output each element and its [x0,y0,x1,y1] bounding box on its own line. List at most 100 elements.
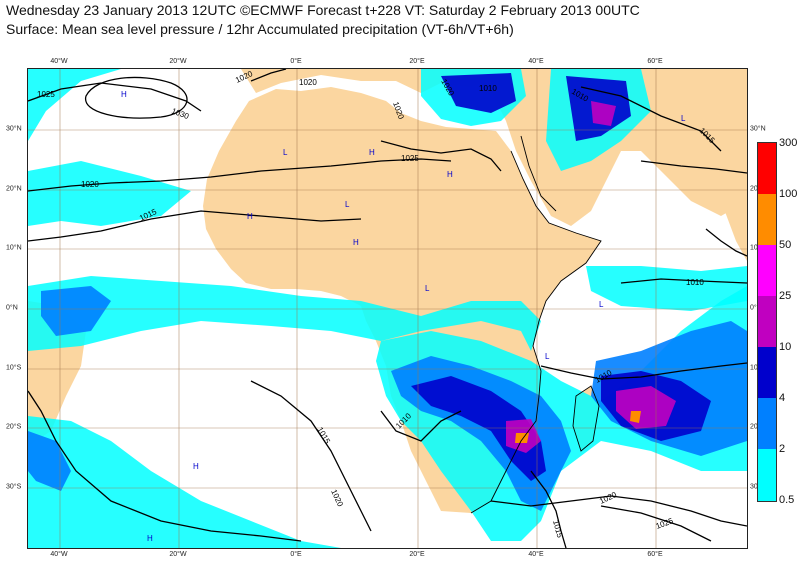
isobar-label: 1030 [170,106,190,121]
precip-band [28,416,341,548]
isobar-line [705,228,747,257]
isobar-line [85,76,188,119]
high-pressure-marker: H [353,238,359,247]
precip-band [28,69,121,141]
precip-band [586,266,747,311]
high-pressure-marker: H [447,170,453,179]
high-pressure-marker: H [147,534,153,543]
colorbar-label: 25 [779,290,792,302]
coastline [520,135,557,212]
lat-label-left: 20°N [6,185,22,193]
isobar-label: 1020 [598,490,618,506]
isobar-line [28,390,302,542]
precip-band [28,161,191,226]
high-pressure-marker: H [247,212,253,221]
map-title: Wednesday 23 January 2013 12UTC ©ECMWF F… [6,2,640,18]
colorbar-segment [758,449,776,501]
isobar-line [250,69,287,82]
colorbar-segment [758,398,776,449]
lat-label-left: 0°N [6,304,18,312]
colorbar-segment [758,194,776,245]
low-pressure-marker: L [345,200,350,209]
isobar-line [640,160,747,174]
lon-label-bottom: 20°E [409,551,425,558]
isobar-line [28,82,202,112]
lon-label-bottom: 20°W [169,551,187,558]
isobar-line [28,158,452,192]
colorbar-segment [758,296,776,347]
colorbar-label: 2 [779,443,786,455]
lat-label-right: 0°N [750,304,762,312]
colorbar-label: 50 [779,239,792,251]
lon-label-top: 20°W [169,58,187,65]
isobar-label: 1015 [315,426,332,446]
lon-label-bottom: 40°W [50,551,68,558]
map-subtitle: Surface: Mean sea level pressure / 12hr … [6,21,514,37]
india-land [701,131,747,261]
precip-band [411,376,546,481]
colorbar-segment [758,347,776,398]
lon-label-top: 40°E [528,58,544,65]
isobar-line [380,410,462,442]
isobar-line [250,380,372,532]
graticule [28,69,747,548]
low-pressure-marker: L [545,352,550,361]
precip-band [591,101,616,126]
high-pressure-marker: H [193,462,199,471]
isobar-line [600,505,712,542]
isobar-line [490,495,747,527]
lat-label-left: 10°N [6,244,22,252]
precip-band [41,286,111,336]
lat-label-left: 30°S [6,483,22,491]
isobar-line [380,140,502,172]
middle-east-land [481,69,747,226]
pressure-centers: H H H H H L L L L L L H H H [121,90,686,543]
lat-label-right: 30°N [750,125,766,133]
isobar-label: 1010 [686,278,704,287]
isobar-label: 1020 [329,488,345,508]
isobar-line [530,470,567,548]
lon-label-top: 40°W [50,58,68,65]
low-pressure-marker: L [599,300,604,309]
high-pressure-marker: H [121,90,127,99]
isobar-label: 1025 [401,154,419,163]
lon-label-bottom: 0°E [290,551,302,558]
coastlines [470,135,602,514]
isobar-line [580,86,722,152]
lon-label-top: 0°E [290,58,302,65]
map-area: 1025 1020 1020 1030 1020 1020 1010 1010 … [27,68,748,549]
isobar-label: 1015 [551,519,564,539]
lon-label-top: 60°E [647,58,663,65]
lat-label-left: 30°N [6,125,22,133]
lon-label-bottom: 60°E [647,551,663,558]
colorbar-segment [758,245,776,296]
colorbar-segment [758,143,776,194]
isobar-label: 1010 [479,84,497,93]
precip-band [630,411,641,423]
precipitation-areas [28,69,747,548]
colorbar-label: 100 [779,188,798,200]
isobar-label: 1020 [81,180,99,189]
colorbar-label: 4 [779,392,786,404]
colorbar-label: 0.5 [779,494,795,506]
low-pressure-marker: L [425,284,430,293]
isobar-label: 1020 [299,78,317,87]
lon-label-bottom: 40°E [528,551,544,558]
precip-band [28,276,541,351]
colorbar-label: 300 [779,137,798,149]
coastline [572,385,600,452]
precipitation-colorbar [757,142,777,502]
lon-label-top: 20°E [409,58,425,65]
lat-label-left: 10°S [6,364,22,372]
low-pressure-marker: L [283,148,288,157]
precip-band [515,433,529,443]
isobars [28,69,747,548]
coastline [470,150,602,514]
isobar-line [540,362,747,380]
low-pressure-marker: L [681,114,686,123]
isobar-line [620,278,747,284]
isobar-line [28,210,362,242]
precip-band [376,286,747,541]
precip-band [441,73,516,113]
isobar-label: 1025 [37,90,55,99]
